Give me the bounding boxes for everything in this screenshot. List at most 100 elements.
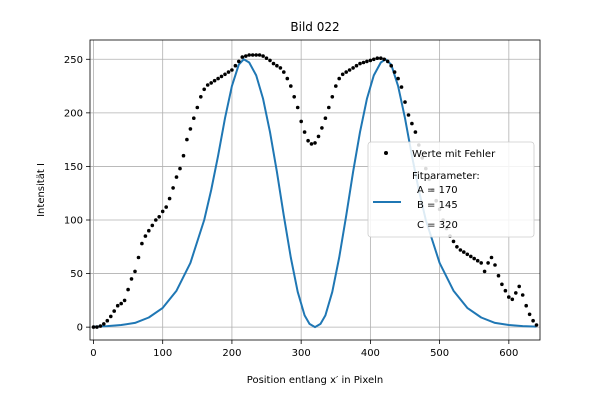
data-point [486, 261, 490, 265]
x-tick-label: 300 [292, 348, 311, 359]
x-tick-label: 400 [361, 348, 380, 359]
data-point [392, 70, 397, 74]
x-tick-label: 100 [153, 348, 172, 359]
data-point [330, 95, 335, 99]
data-point [275, 63, 279, 68]
data-point [527, 312, 532, 317]
x-tick-label: 0 [90, 348, 96, 359]
data-point [385, 59, 390, 64]
data-point [150, 223, 155, 228]
data-point [327, 105, 331, 110]
data-point [482, 269, 487, 274]
data-point [396, 76, 400, 81]
data-point [496, 273, 501, 278]
x-ticks: 0 100 200 300 400 500 600 [90, 340, 518, 359]
data-point [358, 61, 362, 66]
y-tick-label: 100 [64, 216, 83, 227]
data-point [302, 130, 307, 134]
data-point [178, 166, 182, 171]
data-point [122, 298, 127, 303]
data-point [323, 116, 328, 120]
data-point [285, 76, 290, 81]
data-point [382, 57, 387, 62]
data-point [205, 83, 210, 87]
data-point [410, 121, 414, 126]
data-point [195, 105, 200, 110]
data-point [347, 68, 352, 72]
data-point [406, 113, 411, 117]
data-point [493, 263, 497, 267]
data-point [534, 323, 539, 327]
data-point [313, 141, 317, 145]
x-tick-label: 200 [222, 348, 241, 359]
data-point [365, 59, 369, 64]
chart-title: Bild 022 [290, 20, 339, 34]
legend-box [367, 141, 535, 238]
data-point [520, 293, 525, 297]
data-point [264, 56, 269, 60]
data-point [469, 254, 473, 259]
data-point [489, 255, 494, 260]
data-point [105, 318, 110, 323]
data-point [199, 95, 203, 99]
x-axis-label: Position entlang x′ in Pixeln [247, 375, 383, 386]
data-point [334, 84, 338, 88]
data-point [507, 295, 511, 299]
data-point [254, 53, 258, 57]
data-point [167, 196, 172, 201]
data-point [320, 126, 324, 130]
data-point [340, 72, 345, 77]
data-point [282, 70, 286, 74]
x-tick-label: 500 [430, 348, 449, 359]
data-point [171, 186, 175, 190]
data-point [524, 303, 528, 308]
data-point [472, 256, 477, 261]
data-point [129, 277, 134, 281]
data-point [212, 78, 217, 83]
data-point [337, 76, 342, 81]
data-point [268, 58, 272, 63]
data-point [174, 175, 179, 179]
y-tick-label: 150 [64, 162, 83, 173]
data-point [465, 252, 470, 257]
data-point [136, 255, 141, 260]
data-point [451, 239, 456, 244]
data-point [216, 76, 220, 81]
data-point [271, 61, 276, 66]
data-point [230, 68, 234, 72]
data-point [389, 63, 394, 68]
plot-frame [89, 39, 541, 341]
data-point [223, 72, 227, 77]
data-point [479, 261, 484, 265]
y-tick-label: 50 [70, 269, 83, 280]
data-point [351, 66, 355, 70]
data-point [154, 218, 158, 222]
y-axis-label: Intensität I [36, 163, 47, 217]
data-point [209, 81, 213, 85]
data-point [316, 134, 321, 139]
data-point [112, 309, 116, 313]
data-point [500, 282, 504, 287]
data-point [403, 100, 407, 104]
data-point [109, 314, 113, 319]
data-point [462, 250, 466, 254]
y-tick-label: 250 [64, 55, 83, 66]
data-point [517, 284, 521, 289]
data-point [247, 53, 251, 57]
data-point [126, 287, 130, 292]
data-point [399, 85, 404, 89]
data-point [261, 54, 265, 58]
data-point [299, 119, 304, 124]
data-point [98, 324, 103, 328]
data-point [202, 87, 206, 92]
data-point [372, 57, 376, 62]
data-point [233, 63, 238, 68]
y-tick-label: 200 [64, 108, 83, 119]
data-point [219, 74, 224, 79]
legend-fit-label-3: C = 320 [417, 220, 458, 231]
legend-fit-label-1: A = 170 [417, 185, 458, 196]
data-point [278, 66, 283, 70]
data-point [237, 59, 241, 64]
